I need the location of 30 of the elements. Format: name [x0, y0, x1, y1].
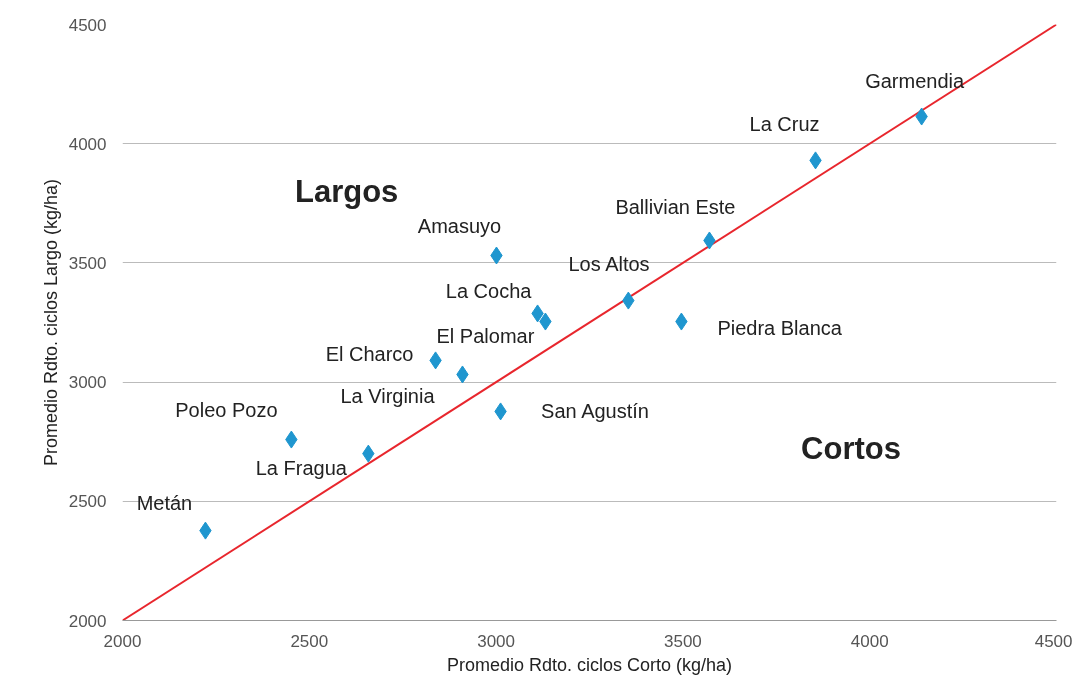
annotation: La Cruz: [749, 113, 820, 136]
annotation: Garmendia: [865, 69, 965, 92]
y-tick-label: 2500: [68, 492, 107, 512]
x-tick-label: 2500: [290, 631, 329, 651]
x-tick-label: 4000: [850, 631, 889, 651]
x-tick-label: 3000: [477, 631, 516, 651]
annotation: La Virginia: [340, 385, 436, 408]
annotation: La Cocha: [445, 280, 533, 303]
annotation: Piedra Blanca: [717, 316, 843, 339]
y-tick-label: 3000: [68, 373, 107, 393]
annotation: San Agustín: [541, 400, 649, 423]
annotation: La Fragua: [255, 456, 348, 479]
y-tick-label: 2000: [68, 611, 107, 631]
x-tick-label: 4500: [1034, 631, 1072, 651]
annotation: Ballivian Este: [615, 196, 736, 219]
y-axis-title: Promedio Rdto. ciclos Largo (kg/ha): [40, 178, 61, 467]
annotation: Largos: [294, 173, 399, 209]
annotation: Metán: [136, 491, 193, 514]
y-tick-label: 3500: [68, 253, 107, 273]
y-tick-label: 4500: [68, 15, 107, 35]
x-axis-title: Promedio Rdto. ciclos Corto (kg/ha): [446, 654, 733, 675]
annotation: El Charco: [325, 343, 414, 366]
annotation: Los Altos: [568, 252, 650, 275]
annotation: El Palomar: [436, 324, 535, 347]
x-tick-label: 3500: [663, 631, 702, 651]
y-tick-label: 4000: [68, 134, 107, 154]
annotation: Cortos: [801, 431, 901, 467]
x-tick-label: 2000: [103, 631, 142, 651]
annotation: Poleo Pozo: [175, 398, 278, 421]
annotation: Amasuyo: [417, 214, 502, 237]
